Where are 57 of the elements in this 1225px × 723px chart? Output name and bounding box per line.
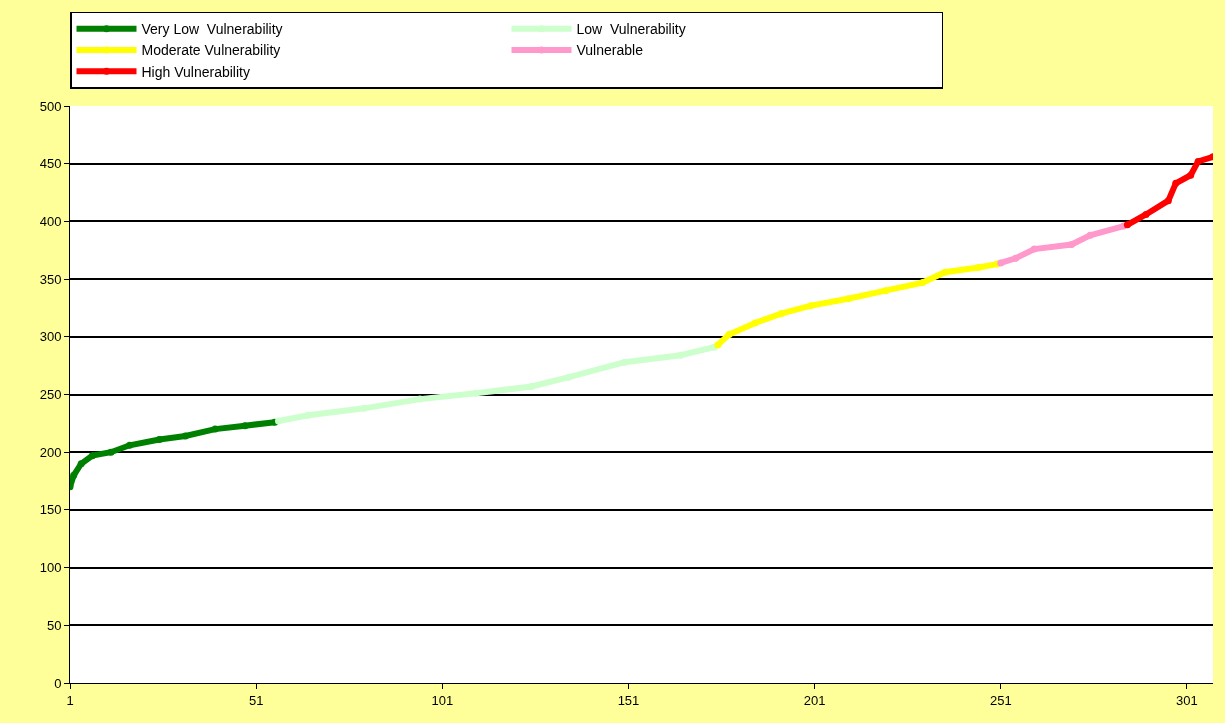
y-tick-label: 350 <box>39 271 62 287</box>
y-tick-label: 500 <box>39 98 62 114</box>
point <box>1142 210 1150 218</box>
y-tick-label: 450 <box>39 156 62 172</box>
point <box>1164 197 1172 205</box>
point <box>77 460 85 468</box>
point <box>714 341 722 349</box>
y-tick-label: 100 <box>39 560 62 576</box>
point <box>1068 240 1076 248</box>
point <box>1086 231 1094 239</box>
point <box>528 382 536 390</box>
point <box>1030 245 1038 253</box>
point <box>1172 179 1180 187</box>
point <box>997 259 1005 267</box>
point <box>88 452 96 460</box>
point <box>275 417 282 425</box>
y-tick-label: 250 <box>39 387 62 403</box>
point <box>881 287 889 295</box>
legend-label: Vulnerable <box>576 42 644 59</box>
point <box>1187 171 1195 179</box>
point <box>181 432 189 440</box>
point <box>565 373 573 381</box>
point <box>360 404 368 412</box>
x-tick-label: 251 <box>989 692 1012 708</box>
y-tick-label: 400 <box>39 213 62 229</box>
legend-label: High Vulnerability <box>141 63 250 80</box>
point <box>919 279 927 287</box>
point <box>472 389 480 397</box>
point <box>107 448 115 456</box>
point <box>807 302 815 310</box>
point <box>751 319 759 327</box>
point <box>777 310 785 318</box>
legend-label: Low Vulnerability <box>576 21 686 38</box>
point <box>211 425 219 433</box>
x-tick-label: 201 <box>803 692 826 708</box>
x-tick-label: 1 <box>66 692 74 708</box>
point <box>416 395 424 403</box>
y-tick-label: 150 <box>39 502 62 518</box>
point <box>941 268 949 276</box>
x-tick-label: 301 <box>1176 692 1198 708</box>
point <box>1012 254 1020 262</box>
x-tick-label: 151 <box>617 692 640 708</box>
y-tick-label: 200 <box>39 444 62 460</box>
legend-label: Moderate Vulnerability <box>141 42 281 59</box>
x-tick-label: 51 <box>248 692 264 708</box>
point <box>725 330 733 338</box>
point <box>304 411 312 419</box>
y-tick-label: 300 <box>39 329 62 345</box>
point <box>70 471 78 479</box>
x-tick-label: 101 <box>431 692 454 708</box>
y-tick-label: 50 <box>46 617 62 633</box>
y-tick-label: 0 <box>54 675 62 691</box>
point <box>126 441 134 449</box>
point <box>844 295 852 303</box>
point <box>677 351 685 359</box>
legend-label: Very Low Vulnerability <box>141 21 283 38</box>
point <box>1194 157 1202 165</box>
